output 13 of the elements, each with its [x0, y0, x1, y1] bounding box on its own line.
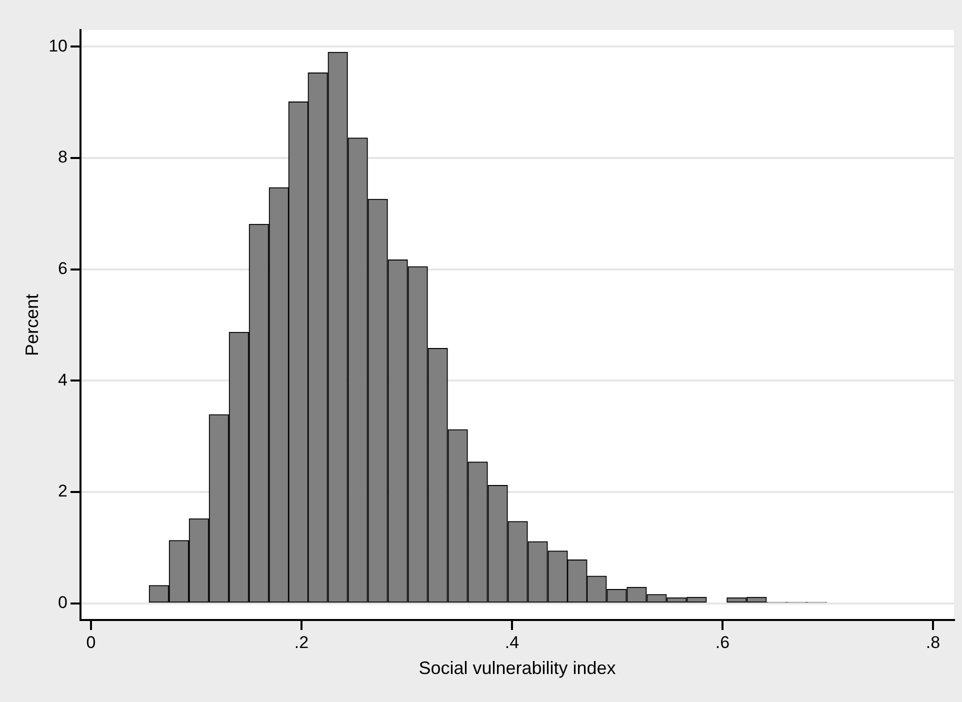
y-axis-title: Percent	[22, 294, 42, 356]
y-tick-label: 4	[58, 370, 68, 390]
y-tick-label: 8	[58, 148, 68, 167]
y-tick-label: 0	[58, 592, 68, 612]
y-tick-label: 2	[58, 482, 68, 501]
x-tick-label: .8	[926, 632, 940, 652]
y-tick-label: 10	[48, 36, 68, 56]
x-tick-label: 0	[86, 632, 96, 652]
x-tick-label: .6	[715, 632, 730, 652]
x-tick-label: .2	[294, 632, 309, 652]
x-tick-label: .4	[504, 632, 520, 652]
y-tick-label: 6	[58, 259, 68, 278]
x-axis-title: Social vulnerability index	[418, 658, 616, 678]
